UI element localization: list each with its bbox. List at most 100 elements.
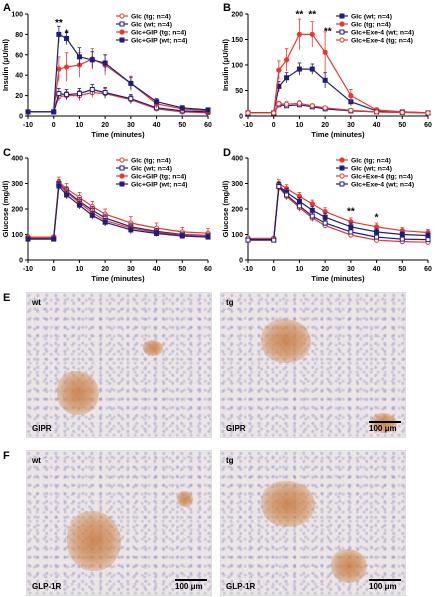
y-tick-label-d: 200 (231, 207, 243, 214)
data-point-b-3 (309, 103, 315, 109)
genotype-label: wt (32, 456, 41, 465)
data-point-d-3 (296, 203, 302, 209)
micrograph-e-wt: wt GIPR (26, 292, 212, 438)
data-point-d-3 (322, 220, 328, 226)
micrograph-f-tg: tg GLP-1R 100 μm (220, 450, 406, 596)
data-point-b-3 (373, 109, 380, 115)
legend-marker-b (339, 29, 345, 35)
scale-label: 100 μm (369, 424, 397, 433)
legend-marker-a (119, 29, 125, 35)
data-point-b-1 (283, 57, 290, 63)
x-tick-label-d: 10 (296, 266, 304, 273)
y-tick-label-a: 60 (15, 52, 23, 59)
x-tick-label-c: 0 (52, 266, 56, 273)
x-tick-label-d: 60 (424, 266, 432, 273)
series-line-a-3 (28, 33, 209, 113)
y-tick-label-b: 150 (231, 37, 243, 44)
data-point-b-3 (296, 100, 303, 106)
data-point-d-3 (348, 229, 354, 235)
x-tick-label-a: 60 (204, 122, 212, 129)
data-point-b-1 (296, 31, 303, 38)
data-point-a-1 (56, 91, 62, 97)
legend-entry-b: Glc+Exe-4 (wt; n=4) (351, 30, 414, 37)
x-tick-label-b: -10 (243, 122, 253, 129)
y-tick-label-d: 400 (231, 156, 243, 163)
scale-bar (175, 579, 207, 581)
legend-entry-c: Glc (wt; n=4) (131, 166, 172, 173)
data-point-d-3 (245, 237, 251, 243)
x-tick-label-a: -10 (23, 122, 33, 129)
series-line-b-1 (248, 33, 429, 114)
data-point-d-1 (322, 214, 328, 220)
data-point-a-1 (76, 91, 82, 97)
stain-label: GIPR (32, 424, 52, 433)
x-tick-label-c: 30 (127, 266, 135, 273)
stain-label: GLP-1R (226, 582, 256, 591)
panel-letter-c: C (3, 147, 11, 159)
panel-letter-b: B (223, 2, 231, 14)
y-tick-label-b: 0 (239, 114, 243, 121)
data-point-b-3 (322, 105, 328, 111)
legend-marker-b (339, 13, 345, 19)
y-axis-label-b: Insulin (μU/ml) (221, 38, 230, 91)
data-point-d-0 (309, 201, 315, 207)
data-point-d-1 (309, 207, 315, 213)
legend-marker-d (339, 173, 345, 179)
data-point-a-1 (102, 90, 108, 96)
data-point-c-3 (51, 236, 57, 242)
significance-mark-b: ** (324, 26, 332, 37)
x-tick-label-c: 10 (76, 266, 84, 273)
data-point-a-1 (128, 96, 134, 102)
data-point-b-1 (348, 93, 354, 99)
x-axis-label-c: Time (minutes) (91, 274, 145, 283)
y-tick-label-a: 80 (15, 32, 23, 39)
legend-entry-a: Glc+GIP (wt; n=4) (131, 38, 188, 45)
x-tick-label-c: -10 (23, 266, 33, 273)
islet-stain (261, 319, 311, 363)
data-point-b-1 (309, 31, 315, 38)
x-tick-label-a: 40 (153, 122, 161, 129)
genotype-label: tg (226, 456, 234, 465)
panel-letter-f: F (3, 450, 10, 462)
data-point-d-3 (284, 192, 290, 198)
data-point-d-1 (348, 224, 354, 230)
islet-stain (261, 481, 315, 527)
legend-entry-d: Glc+Exe-4 (tg; n=4) (351, 174, 413, 181)
x-tick-label-d: 30 (347, 266, 355, 273)
stain-label: GIPR (226, 424, 246, 433)
y-tick-label-b: 200 (231, 12, 243, 19)
x-tick-label-b: 60 (424, 122, 432, 129)
data-point-d-3 (276, 184, 282, 190)
legend-entry-d: Glc (wt; n=4) (351, 166, 392, 173)
x-axis-label-d: Time (minutes) (311, 274, 365, 283)
legend-entry-a: Glc+GIP (tg; n=4) (131, 30, 186, 37)
data-point-b-1 (276, 67, 282, 73)
islet-stain (177, 491, 193, 507)
data-point-b-3 (245, 110, 251, 116)
x-tick-label-b: 20 (321, 122, 329, 129)
data-point-a-1 (89, 86, 95, 92)
legend-marker-a (119, 37, 125, 43)
genotype-label: wt (32, 298, 41, 307)
legend-marker-d (339, 165, 345, 171)
legend-entry-b: Glc+Exe-4 (tg; n=4) (351, 38, 413, 45)
data-point-a-3 (205, 107, 211, 113)
genotype-label: tg (226, 298, 234, 307)
significance-mark-d: * (375, 212, 379, 223)
islet-stain (67, 511, 121, 571)
data-point-b-3 (271, 110, 277, 116)
x-tick-label-a: 0 (52, 122, 56, 129)
x-tick-label-b: 30 (347, 122, 355, 129)
legend-marker-b (339, 21, 345, 27)
x-tick-label-b: 0 (272, 122, 276, 129)
stain-label: GLP-1R (32, 582, 62, 591)
x-axis-label-a: Time (minutes) (91, 130, 145, 139)
y-axis-label-a: Insulin (μU/ml) (1, 38, 10, 91)
data-point-c-3 (102, 219, 108, 225)
legend-marker-b (339, 37, 345, 43)
y-tick-label-a: 20 (15, 93, 23, 100)
legend-marker-c (119, 165, 125, 171)
data-point-c-3 (56, 183, 62, 189)
data-point-c-3 (64, 192, 70, 198)
